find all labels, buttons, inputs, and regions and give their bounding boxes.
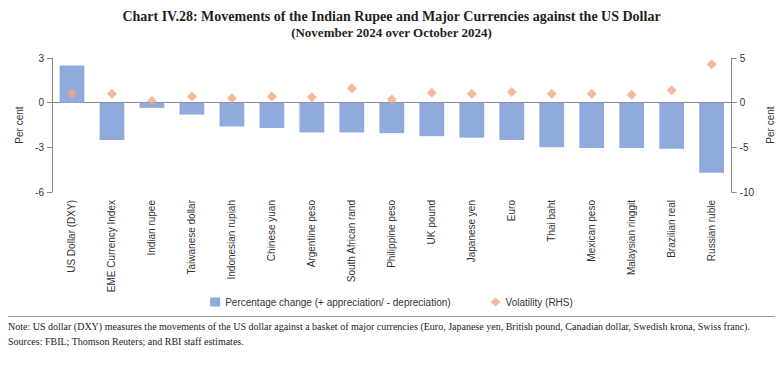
svg-text:Mexican peso: Mexican peso — [586, 200, 597, 262]
svg-text:Thai baht: Thai baht — [546, 200, 557, 242]
svg-text:Chart IV.28: Movements of the: Chart IV.28: Movements of the Indian Rup… — [122, 9, 660, 24]
svg-text:0: 0 — [740, 97, 746, 108]
svg-text:Japanese yen: Japanese yen — [466, 200, 477, 262]
svg-text:US Dollar (DXY): US Dollar (DXY) — [66, 200, 77, 273]
svg-text:Volatility (RHS): Volatility (RHS) — [506, 297, 573, 308]
svg-text:Indonesian rupiah: Indonesian rupiah — [226, 200, 237, 280]
svg-text:Taiwanese dollar: Taiwanese dollar — [186, 199, 197, 274]
svg-text:Per cent: Per cent — [14, 106, 25, 143]
svg-text:(November 2024 over October 20: (November 2024 over October 2024) — [291, 25, 492, 40]
svg-text:Euro: Euro — [506, 200, 517, 222]
svg-text:Argentine peso: Argentine peso — [306, 200, 317, 268]
svg-text:5: 5 — [740, 53, 746, 64]
svg-text:Percentage change (+ appreciat: Percentage change (+ appreciation/ - dep… — [225, 297, 450, 308]
svg-text:Brazilian real: Brazilian real — [666, 200, 677, 258]
svg-text:Chinese yuan: Chinese yuan — [266, 200, 277, 261]
svg-text:Malaysian ringgit: Malaysian ringgit — [626, 200, 637, 275]
svg-text:Indian rupee: Indian rupee — [146, 200, 157, 256]
svg-text:3: 3 — [38, 53, 44, 64]
svg-text:UK pound: UK pound — [426, 200, 437, 244]
svg-text:EME Currency Index: EME Currency Index — [106, 200, 117, 292]
svg-text:South African rand: South African rand — [346, 200, 357, 282]
svg-text:-10: -10 — [740, 187, 755, 198]
svg-text:Per cent: Per cent — [765, 106, 776, 143]
html-text:Note: US dollar (DXY) measures: Note: US dollar (DXY) measures the movem… — [8, 321, 750, 332]
svg-text:0: 0 — [38, 97, 44, 108]
svg-text:-5: -5 — [740, 142, 749, 153]
html-text:Sources: FBIL; Thomson Reuters: Sources: FBIL; Thomson Reuters; and RBI … — [8, 336, 244, 347]
svg-text:Russian ruble: Russian ruble — [706, 200, 717, 262]
svg-text:Philippine peso: Philippine peso — [386, 200, 397, 268]
svg-text:-3: -3 — [35, 142, 44, 153]
svg-text:-6: -6 — [35, 187, 44, 198]
